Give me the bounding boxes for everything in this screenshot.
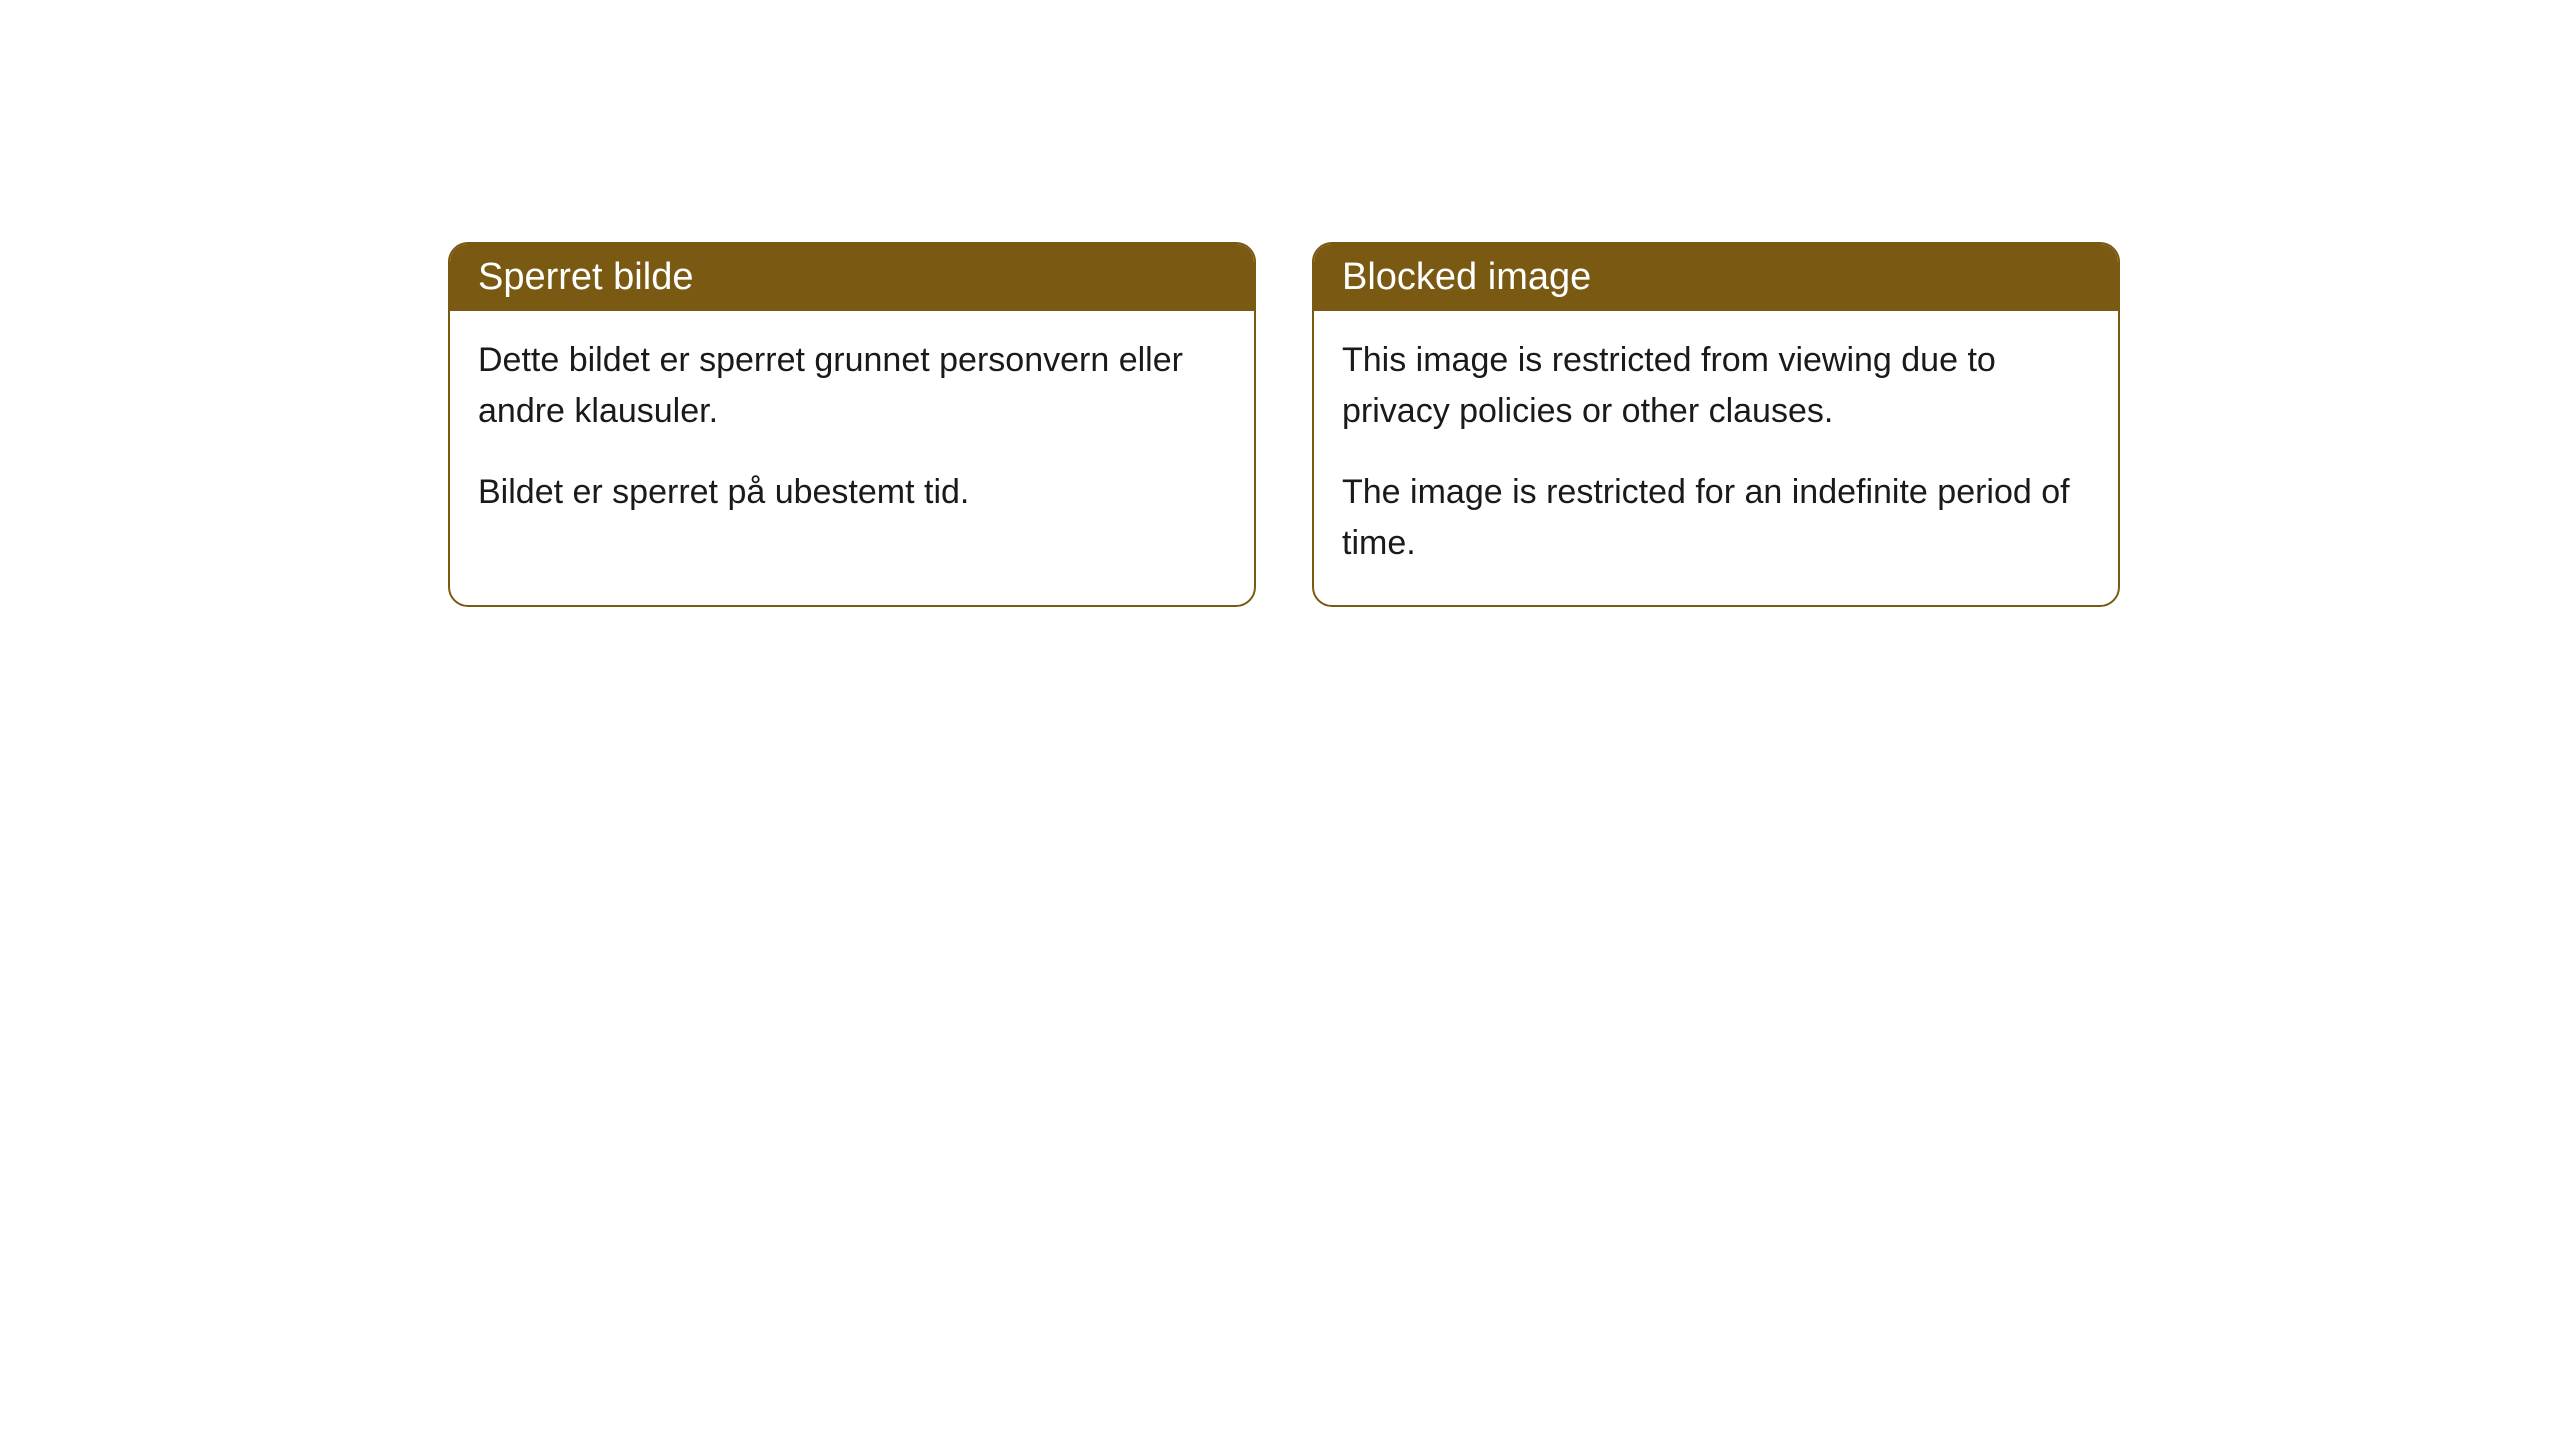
- card-header: Sperret bilde: [450, 244, 1254, 311]
- card-paragraph-2: The image is restricted for an indefinit…: [1342, 467, 2090, 569]
- blocked-image-card-english: Blocked image This image is restricted f…: [1312, 242, 2120, 607]
- card-header: Blocked image: [1314, 244, 2118, 311]
- card-title: Sperret bilde: [478, 256, 693, 298]
- card-body: Dette bildet er sperret grunnet personve…: [450, 311, 1254, 554]
- cards-container: Sperret bilde Dette bildet er sperret gr…: [448, 242, 2120, 607]
- card-paragraph-1: Dette bildet er sperret grunnet personve…: [478, 335, 1226, 437]
- card-title: Blocked image: [1342, 256, 1591, 298]
- card-paragraph-2: Bildet er sperret på ubestemt tid.: [478, 467, 1226, 518]
- card-paragraph-1: This image is restricted from viewing du…: [1342, 335, 2090, 437]
- blocked-image-card-norwegian: Sperret bilde Dette bildet er sperret gr…: [448, 242, 1256, 607]
- card-body: This image is restricted from viewing du…: [1314, 311, 2118, 605]
